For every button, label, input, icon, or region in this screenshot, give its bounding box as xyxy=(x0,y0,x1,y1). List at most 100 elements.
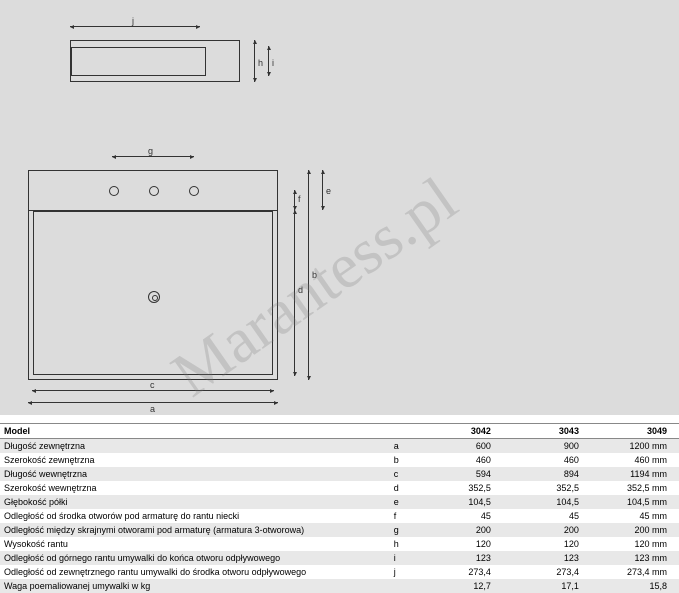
row-value: 123 xyxy=(503,551,591,565)
row-value: 45 mm xyxy=(591,509,679,523)
dim-j-label: j xyxy=(132,16,134,26)
col-header: 3042 xyxy=(415,424,503,439)
row-letter: f xyxy=(390,509,415,523)
row-value: 104,5 mm xyxy=(591,495,679,509)
row-name: Wysokość rantu xyxy=(0,537,390,551)
diagram-area: j h i g a c b d xyxy=(0,0,679,415)
row-value: 273,4 xyxy=(415,565,503,579)
row-name: Długość wewnętrzna xyxy=(0,467,390,481)
row-value: 460 xyxy=(503,453,591,467)
tap-hole xyxy=(149,186,159,196)
row-letter: g xyxy=(390,523,415,537)
row-value: 200 xyxy=(415,523,503,537)
dim-a-label: a xyxy=(150,404,155,414)
row-value: 894 xyxy=(503,467,591,481)
row-value: 104,5 xyxy=(415,495,503,509)
tap-hole xyxy=(109,186,119,196)
table-row: Odległość od górnego rantu umywalki do k… xyxy=(0,551,679,565)
table-row: Wysokość rantuh120120120 mm xyxy=(0,537,679,551)
dim-i-line xyxy=(268,46,269,76)
dim-i-label: i xyxy=(272,58,274,68)
row-name: Waga poemaliowanej umywalki w kg xyxy=(0,579,390,593)
row-letter: j xyxy=(390,565,415,579)
row-name: Odległość od środka otworów pod armaturę… xyxy=(0,509,390,523)
row-name: Długość zewnętrzna xyxy=(0,439,390,454)
row-value: 120 mm xyxy=(591,537,679,551)
row-letter: i xyxy=(390,551,415,565)
row-value: 200 mm xyxy=(591,523,679,537)
drain-hole xyxy=(148,291,160,303)
dim-b-label: b xyxy=(312,270,317,280)
row-value: 45 xyxy=(503,509,591,523)
dim-f-line xyxy=(294,190,295,210)
dim-g-line xyxy=(112,156,194,157)
side-view: j h i xyxy=(70,40,240,82)
row-value: 12,7 xyxy=(415,579,503,593)
tap-hole xyxy=(189,186,199,196)
col-header: 3049 xyxy=(591,424,679,439)
row-value: 120 xyxy=(415,537,503,551)
spec-table: Model 3042 3043 3049 Długość zewnętrznaa… xyxy=(0,423,679,593)
row-value: 1194 mm xyxy=(591,467,679,481)
row-name: Odległość od zewnętrznego rantu umywalki… xyxy=(0,565,390,579)
dim-e-line xyxy=(322,170,323,210)
row-value: 123 xyxy=(415,551,503,565)
row-value: 900 xyxy=(503,439,591,454)
row-value: 123 mm xyxy=(591,551,679,565)
dim-h-label: h xyxy=(258,58,263,68)
row-value: 1200 mm xyxy=(591,439,679,454)
table-row: Długość wewnętrznac5948941194 mm xyxy=(0,467,679,481)
row-value: 17,1 xyxy=(503,579,591,593)
row-letter: a xyxy=(390,439,415,454)
table-row: Długość zewnętrznaa6009001200 mm xyxy=(0,439,679,454)
row-value: 273,4 xyxy=(503,565,591,579)
row-name: Głębokość półki xyxy=(0,495,390,509)
side-inner xyxy=(71,47,206,76)
model-header: Model xyxy=(0,424,390,439)
plan-view: g a c b d e f xyxy=(28,170,278,380)
row-value: 460 xyxy=(415,453,503,467)
row-name: Szerokość zewnętrzna xyxy=(0,453,390,467)
dim-d-line xyxy=(294,210,295,376)
table-row: Szerokość wewnętrznad352,5352,5352,5 mm xyxy=(0,481,679,495)
dim-j-line xyxy=(70,26,200,27)
dim-c-label: c xyxy=(150,380,155,390)
row-letter: h xyxy=(390,537,415,551)
dim-d-label: d xyxy=(298,285,303,295)
dim-g-label: g xyxy=(148,146,153,156)
row-name: Szerokość wewnętrzna xyxy=(0,481,390,495)
dim-e-label: e xyxy=(326,186,331,196)
dim-c-line xyxy=(32,390,274,391)
row-name: Odległość między skrajnymi otworami pod … xyxy=(0,523,390,537)
row-value: 45 xyxy=(415,509,503,523)
row-name: Odległość od górnego rantu umywalki do k… xyxy=(0,551,390,565)
row-letter: d xyxy=(390,481,415,495)
table-row: Głębokość półkie104,5104,5104,5 mm xyxy=(0,495,679,509)
dim-h-line xyxy=(254,40,255,82)
dim-b-line xyxy=(308,170,309,380)
row-letter: e xyxy=(390,495,415,509)
col-header: 3043 xyxy=(503,424,591,439)
outer-rect xyxy=(28,170,278,380)
row-value: 352,5 xyxy=(415,481,503,495)
row-value: 200 xyxy=(503,523,591,537)
row-letter: b xyxy=(390,453,415,467)
table-row: Szerokość zewnętrznab460460460 mm xyxy=(0,453,679,467)
row-value: 273,4 mm xyxy=(591,565,679,579)
side-rect xyxy=(70,40,240,82)
row-value: 120 xyxy=(503,537,591,551)
row-value: 352,5 xyxy=(503,481,591,495)
dim-f-label: f xyxy=(298,194,301,204)
letter-header xyxy=(390,424,415,439)
table-row: Waga poemaliowanej umywalki w kg 12,717,1… xyxy=(0,579,679,593)
row-value: 15,8 xyxy=(591,579,679,593)
row-value: 460 mm xyxy=(591,453,679,467)
table-row: Odległość między skrajnymi otworami pod … xyxy=(0,523,679,537)
row-value: 352,5 mm xyxy=(591,481,679,495)
table-row: Odległość od środka otworów pod armaturę… xyxy=(0,509,679,523)
row-letter: c xyxy=(390,467,415,481)
row-letter xyxy=(390,579,415,593)
dim-a-line xyxy=(28,402,278,403)
row-value: 594 xyxy=(415,467,503,481)
row-value: 600 xyxy=(415,439,503,454)
